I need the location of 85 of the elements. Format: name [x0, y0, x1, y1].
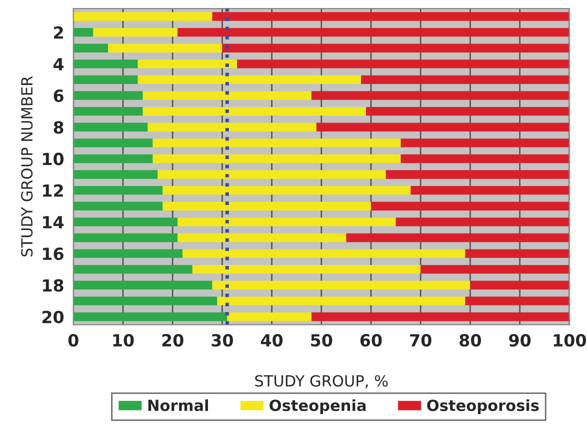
bar — [222, 44, 570, 52]
bar — [366, 106, 570, 116]
x-tick-label: 80 — [460, 334, 481, 347]
bar — [386, 170, 570, 179]
x-axis-title: STUDY GROUP, % — [255, 375, 388, 388]
bar — [162, 186, 411, 195]
bar — [192, 264, 421, 274]
bar — [370, 202, 570, 210]
bar — [178, 28, 570, 37]
bar — [178, 233, 346, 242]
bar — [400, 138, 570, 148]
bar — [142, 91, 312, 100]
x-tick-label: 60 — [360, 334, 382, 347]
x-tick-label: 10 — [113, 334, 134, 347]
bar — [138, 75, 362, 84]
bar — [73, 233, 178, 242]
bar — [465, 296, 570, 306]
bar — [73, 249, 182, 258]
y-tick-label: 14 — [43, 216, 64, 228]
bar — [73, 60, 138, 68]
x-tick-label: 40 — [260, 334, 283, 347]
bar — [400, 154, 570, 164]
bar — [73, 170, 158, 179]
legend-label: Osteoporosis — [427, 399, 539, 414]
bar — [311, 91, 570, 100]
x-tick-label: 70 — [410, 334, 432, 347]
bar — [73, 44, 108, 52]
bar — [73, 296, 218, 306]
bar — [346, 233, 570, 242]
bar — [73, 186, 163, 195]
x-tick-label: 20 — [162, 334, 184, 347]
bar — [138, 60, 238, 68]
bar — [142, 106, 366, 116]
bar — [178, 218, 396, 226]
bar — [182, 249, 466, 258]
bar — [152, 154, 401, 164]
bar — [73, 154, 153, 164]
bar — [73, 202, 163, 210]
y-tick-label: 2 — [54, 26, 63, 39]
bar — [410, 186, 570, 195]
y-tick-label: 20 — [42, 310, 64, 324]
x-tick-label: 0 — [68, 334, 78, 347]
bar — [162, 202, 371, 210]
bar — [73, 28, 94, 37]
bar — [73, 91, 143, 100]
bar — [73, 122, 148, 132]
bar — [108, 44, 222, 52]
y-axis-title: STUDY GROUP NUMBER — [21, 76, 33, 256]
bar — [73, 106, 143, 116]
bar — [152, 138, 401, 148]
bar — [93, 28, 178, 37]
bar — [148, 122, 316, 132]
bar — [73, 280, 212, 290]
x-tick-label: 50 — [311, 334, 332, 347]
y-tick-label: 8 — [54, 121, 64, 134]
bar — [212, 280, 470, 290]
x-tick-label: 30 — [212, 334, 233, 347]
x-tick-label: 100 — [554, 334, 586, 347]
bar — [73, 264, 192, 274]
bar — [73, 12, 212, 21]
legend-label: Normal — [148, 399, 208, 412]
y-tick-label: 6 — [54, 89, 64, 102]
y-tick-label: 4 — [54, 58, 64, 70]
bar — [396, 218, 570, 226]
bar — [237, 60, 570, 68]
bar — [316, 122, 570, 132]
bar — [311, 312, 570, 322]
bar — [227, 312, 312, 322]
bar — [217, 296, 466, 306]
y-tick-label: 16 — [43, 248, 64, 260]
bar — [73, 312, 228, 322]
bar — [158, 170, 386, 179]
x-tick-label: 90 — [509, 334, 531, 347]
y-tick-label: 12 — [43, 184, 63, 197]
y-tick-label: 10 — [43, 152, 64, 166]
y-tick-label: 18 — [43, 279, 64, 292]
legend-label: Osteopenia — [270, 399, 366, 414]
bar — [420, 264, 570, 274]
bar — [470, 280, 570, 290]
bar — [361, 75, 570, 84]
bar — [73, 218, 178, 226]
bar — [212, 12, 570, 21]
bar — [73, 138, 153, 148]
bar — [465, 249, 570, 258]
bar — [73, 75, 138, 84]
